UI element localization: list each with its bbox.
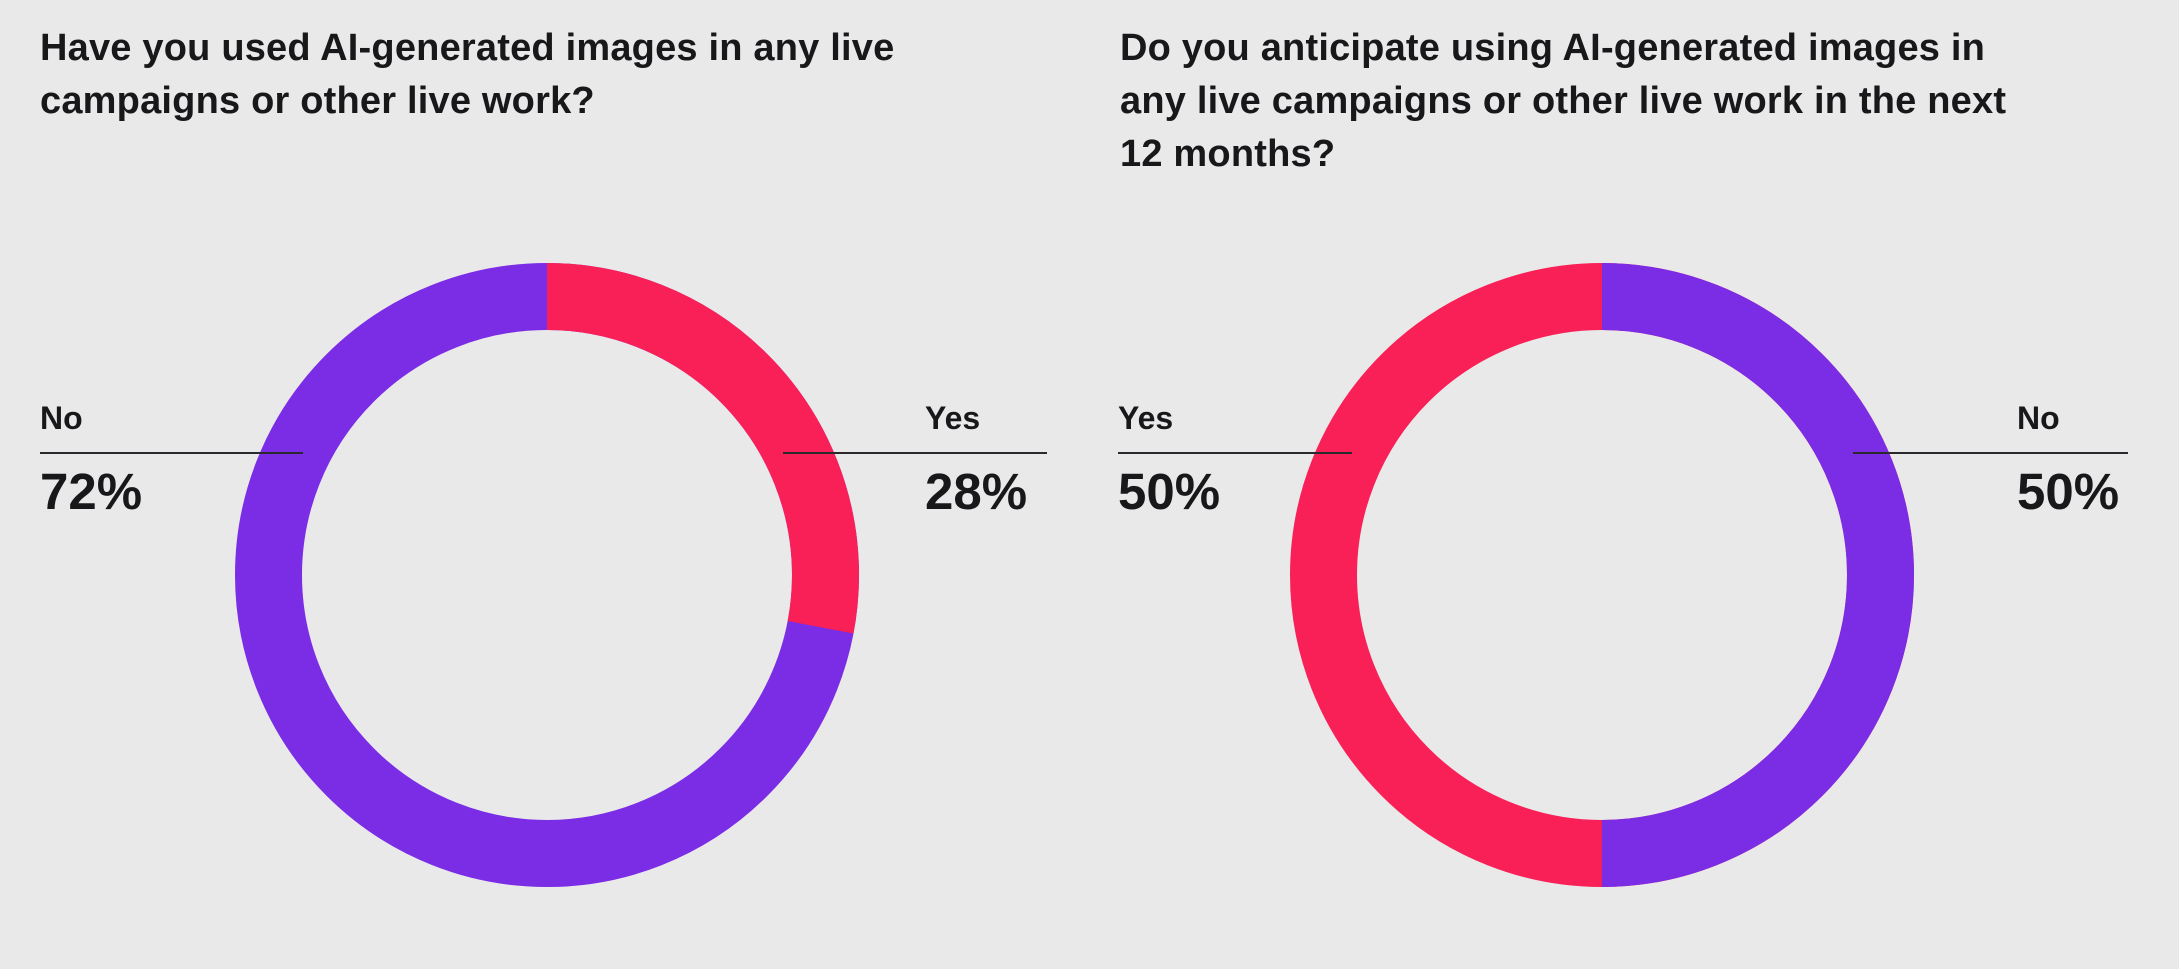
callout-label: Yes — [925, 400, 981, 436]
callout-usage-no: No 72% — [40, 400, 303, 520]
callout-value: 50% — [1118, 463, 1221, 520]
chart-usage-title: Have you used AI-generated images in any… — [40, 22, 894, 128]
callout-label: Yes — [1118, 400, 1174, 436]
chart-title-line: campaigns or other live work? — [40, 80, 595, 122]
callout-leader-line — [1118, 452, 1352, 454]
callout-value: 72% — [40, 463, 143, 520]
callout-leader-line — [1853, 452, 2128, 454]
chart-title-line: any live campaigns or other live work in… — [1120, 80, 2007, 122]
callout-value: 50% — [2017, 463, 2120, 520]
callout-label: No — [40, 400, 83, 436]
chart-title-line: Do you anticipate using AI-generated ima… — [1120, 27, 1986, 69]
callout-leader-line — [783, 452, 1047, 454]
donut-chart-anticipation — [1290, 263, 1914, 887]
donut-segment-no — [1290, 263, 1914, 887]
callout-anticipation-no: No 50% — [1853, 400, 2128, 520]
donut-segment-yes — [235, 263, 859, 887]
callout-value: 28% — [925, 463, 1028, 520]
callout-usage-yes: Yes 28% — [783, 400, 1047, 520]
callout-anticipation-yes: Yes 50% — [1118, 400, 1352, 520]
callout-label: No — [2017, 400, 2060, 436]
donut-chart-usage — [235, 263, 859, 887]
callout-leader-line — [40, 452, 303, 454]
chart-title-line: 12 months? — [1120, 133, 1336, 175]
chart-anticipation-title: Do you anticipate using AI-generated ima… — [1120, 22, 2006, 181]
chart-title-line: Have you used AI-generated images in any… — [40, 27, 895, 69]
